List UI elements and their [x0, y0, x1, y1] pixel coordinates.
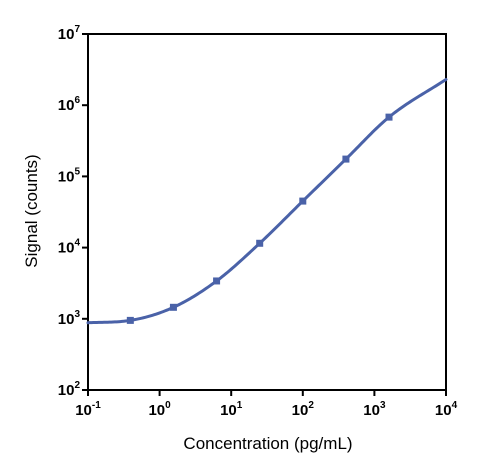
y-tick-label: 107 — [58, 24, 81, 43]
data-point-marker — [299, 197, 307, 205]
axes — [87, 33, 447, 391]
tick-marks — [82, 33, 447, 396]
y-tick-label: 106 — [58, 95, 81, 114]
y-tick-label: 102 — [58, 380, 81, 399]
y-axis-label: Signal (counts) — [22, 154, 41, 267]
x-tick-label: 101 — [220, 400, 243, 419]
data-point-marker — [169, 303, 177, 311]
x-axis-label: Concentration (pg/mL) — [183, 434, 352, 453]
y-tick-label: 104 — [58, 238, 81, 257]
x-tick-label: 10-1 — [75, 400, 101, 419]
data-point-marker — [342, 155, 350, 163]
data-point-marker — [213, 277, 221, 285]
x-tick-label: 100 — [148, 400, 171, 419]
data-point-marker — [256, 239, 264, 247]
x-tick-label: 104 — [435, 400, 458, 419]
y-tick-label: 105 — [58, 166, 81, 185]
data-series — [86, 77, 448, 325]
data-point-marker — [126, 316, 134, 324]
x-tick-label: 102 — [292, 400, 315, 419]
x-tick-label: 103 — [363, 400, 386, 419]
plot-frame — [87, 33, 447, 391]
y-tick-label: 103 — [58, 309, 81, 328]
tick-labels: 10-1 100 101 102 103 104 102 103 104 105 106 107 — [58, 24, 458, 419]
data-point-marker — [385, 113, 393, 121]
